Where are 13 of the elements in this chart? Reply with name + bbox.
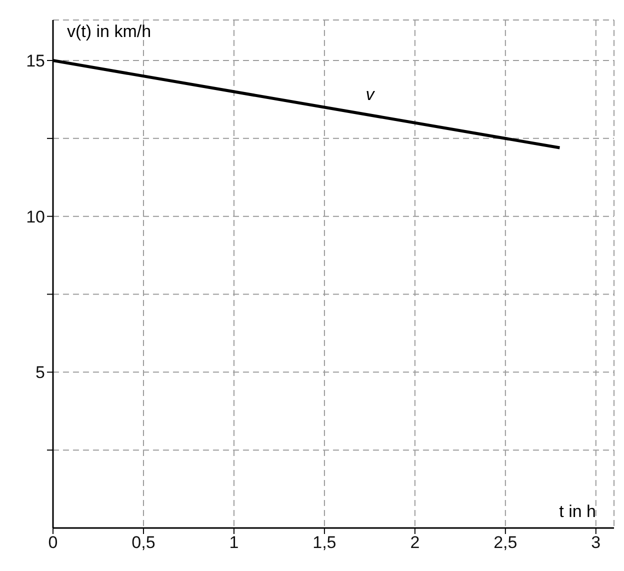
- y-tick-label: 5: [36, 363, 45, 382]
- y-tick-label: 15: [26, 52, 45, 71]
- x-tick-label: 1,5: [312, 533, 336, 552]
- x-tick-label: 0,5: [132, 533, 156, 552]
- y-tick-label: 10: [26, 207, 45, 226]
- x-tick-label: 3: [591, 533, 601, 552]
- y-axis-title: v(t) in km/h: [67, 22, 152, 42]
- x-tick-label: 2,5: [494, 533, 518, 552]
- x-tick-label: 2: [410, 533, 420, 552]
- x-axis-title: t in h: [559, 502, 596, 522]
- x-tick-label: 1: [229, 533, 239, 552]
- x-tick-label: 0: [48, 533, 58, 552]
- series-label: v: [366, 85, 374, 106]
